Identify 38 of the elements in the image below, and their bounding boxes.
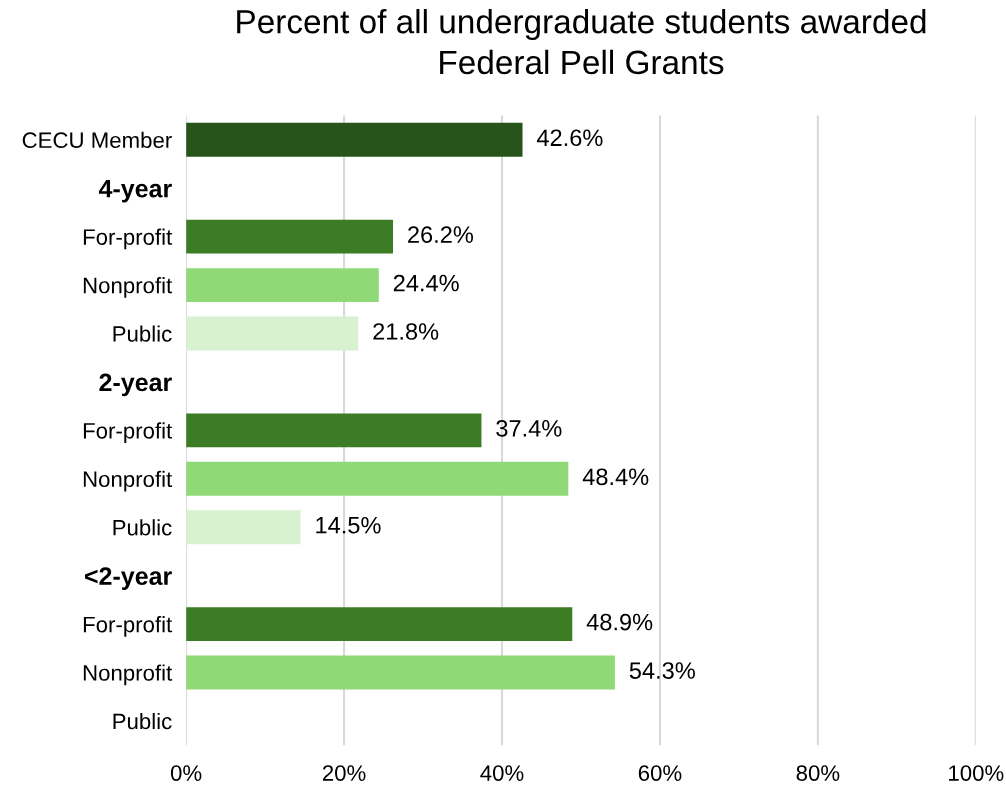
- data-label: 48.4%: [582, 468, 649, 486]
- bar: [186, 607, 573, 642]
- bar: [186, 413, 482, 448]
- bar: [186, 655, 615, 690]
- bar: [186, 316, 359, 351]
- bar: [186, 461, 569, 496]
- y-tick-label: Public: [113, 519, 172, 536]
- y-tick-label: Nonprofit: [83, 470, 173, 492]
- y-tick-label: For-profit: [83, 422, 173, 444]
- data-label: 26.2%: [408, 226, 474, 243]
- y-tick-label: Nonprofit: [83, 277, 173, 298]
- y-tick-label: CECU Member: [22, 131, 172, 149]
- data-label: 14.5%: [316, 516, 381, 534]
- x-tick-label: 20%: [322, 765, 366, 781]
- bar: [186, 122, 523, 157]
- y-tick-label: 2-year: [99, 373, 172, 397]
- x-tick-label: 80%: [796, 765, 840, 781]
- y-tick-label: Public: [113, 325, 172, 342]
- x-tick-label: 100%: [949, 765, 1004, 781]
- y-tick-label: Public: [113, 712, 172, 730]
- y-tick-label: For-profit: [83, 616, 173, 637]
- data-label: 21.8%: [373, 323, 439, 340]
- chart-title: Percent of all undergraduate students awarded Federal Pell Grants: [237, 9, 926, 75]
- data-label: 48.9%: [586, 613, 653, 631]
- data-label: 42.6%: [536, 129, 603, 147]
- y-tick-label: 4-year: [98, 180, 172, 203]
- bar: [186, 268, 379, 303]
- bar: [186, 510, 301, 545]
- y-tick-label: Nonprofit: [83, 664, 173, 686]
- x-tick-label: 0%: [170, 765, 202, 781]
- x-tick-label: 60%: [638, 765, 682, 781]
- data-label: 24.4%: [393, 274, 459, 292]
- data-label: 54.3%: [629, 662, 695, 679]
- x-tick-label: 40%: [480, 765, 524, 781]
- y-tick-label: For-profit: [83, 228, 173, 250]
- bar: [186, 219, 394, 254]
- y-tick-label: <2-year: [85, 567, 172, 590]
- data-label: 37.4%: [496, 420, 562, 437]
